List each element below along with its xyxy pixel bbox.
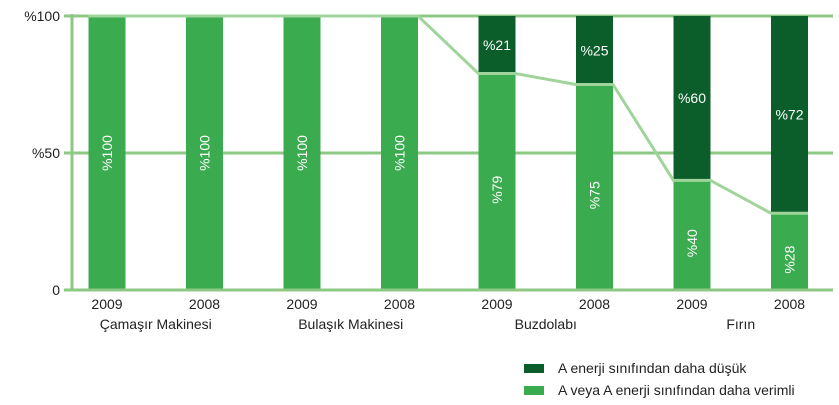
bar-efficient-5 — [576, 84, 613, 290]
legend-swatch-light — [524, 385, 544, 395]
group-label-1: Bulaşık Makinesi — [298, 316, 403, 332]
bar-efficient-4 — [478, 73, 516, 290]
y-tick-label-2: %100 — [24, 8, 60, 24]
bars — [88, 16, 808, 290]
legend-label-lower-class: A enerji sınıfından daha düşük — [558, 360, 747, 376]
x-tick-label-4: 2009 — [481, 296, 512, 312]
bar-efficient-1 — [186, 16, 223, 290]
group-label-2: Buzdolabı — [515, 316, 577, 332]
legend-label-efficient: A veya A enerji sınıfından daha verimli — [558, 382, 795, 398]
value-label-efficient-1: %100 — [197, 135, 213, 171]
value-label-efficient-2: %100 — [294, 135, 310, 171]
bar-efficient-3 — [381, 16, 418, 290]
bar-lower-4 — [478, 16, 516, 74]
value-label-efficient-7: %28 — [782, 245, 798, 273]
value-label-efficient-0: %100 — [99, 135, 115, 171]
value-label-efficient-6: %40 — [684, 229, 700, 257]
legend: A enerji sınıfından daha düşük A veya A … — [524, 357, 795, 401]
trend-line — [88, 14, 808, 215]
value-label-efficient-3: %100 — [392, 135, 408, 171]
value-label-efficient-4: %79 — [489, 176, 505, 204]
x-tick-label-2: 2009 — [286, 296, 317, 312]
bar-efficient-7 — [771, 213, 808, 290]
y-tick-label-0: 0 — [52, 282, 60, 298]
x-tick-label-6: 2009 — [676, 296, 707, 312]
x-tick-label-0: 2009 — [91, 296, 122, 312]
x-tick-label-3: 2008 — [384, 296, 415, 312]
axes: 0 %50 %100 2009 2008 2009 2008 2009 2008 2009 2008… — [24, 8, 833, 332]
bar-efficient-2 — [283, 16, 321, 290]
bar-efficient-0 — [88, 16, 126, 290]
x-tick-label-1: 2008 — [189, 296, 220, 312]
bar-lower-5 — [576, 16, 613, 85]
bar-lower-7 — [771, 16, 808, 214]
legend-item-efficient: A veya A enerji sınıfından daha verimli — [524, 379, 795, 401]
group-label-3: Fırın — [726, 316, 755, 332]
bar-lower-6 — [673, 16, 711, 181]
value-label-lower-7: %72 — [775, 107, 803, 123]
trend-line-group — [88, 14, 808, 215]
value-label-lower-6: %60 — [678, 90, 706, 106]
value-label-lower-4: %21 — [483, 37, 511, 53]
group-label-0: Çamaşır Makinesi — [100, 316, 212, 332]
legend-swatch-dark — [524, 363, 544, 373]
legend-item-lower-class: A enerji sınıfından daha düşük — [524, 357, 795, 379]
x-tick-label-7: 2008 — [774, 296, 805, 312]
x-tick-label-5: 2008 — [579, 296, 610, 312]
y-tick-label-1: %50 — [32, 145, 60, 161]
value-label-lower-5: %25 — [580, 42, 608, 58]
value-label-efficient-5: %75 — [587, 181, 603, 209]
bar-efficient-6 — [673, 180, 711, 290]
bar-value-labels: %100 %100 %100 %100 %79 %21 %75 %25 %40 %60 %28 %72 — [99, 37, 804, 274]
